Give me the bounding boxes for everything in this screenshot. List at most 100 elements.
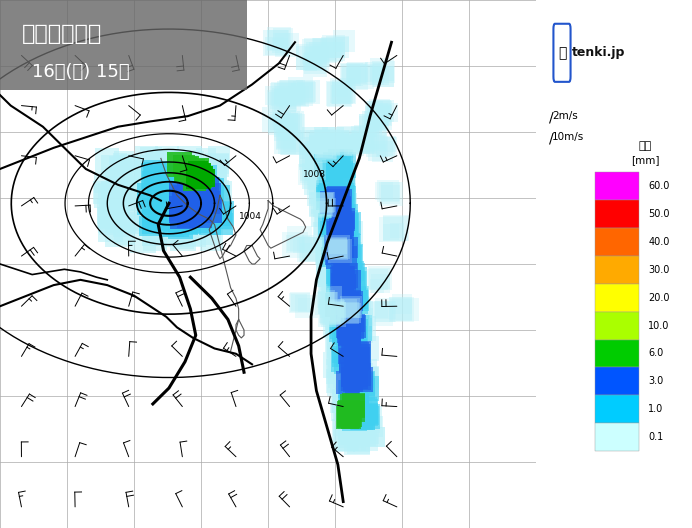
Point (287, 88, 298, 97)
Point (271, 120, 282, 128)
Point (280, 138, 291, 147)
Point (330, 191, 341, 200)
Point (126, 204, 137, 213)
Point (354, 139, 365, 147)
Point (320, 295, 331, 303)
Point (357, 399, 368, 407)
Point (345, 301, 356, 310)
Point (185, 209, 197, 218)
Point (338, 361, 349, 369)
Point (163, 179, 174, 187)
Point (333, 157, 344, 166)
Point (322, 143, 333, 151)
Text: 6.0: 6.0 (648, 348, 664, 359)
Point (194, 215, 205, 223)
Point (188, 209, 199, 217)
Point (293, 298, 304, 307)
Point (356, 439, 367, 447)
Point (352, 427, 363, 436)
Point (351, 353, 362, 361)
Point (349, 357, 361, 366)
Point (370, 119, 381, 127)
Point (375, 279, 386, 287)
Point (312, 191, 323, 199)
Point (113, 201, 125, 210)
Point (190, 199, 201, 207)
Point (197, 190, 208, 199)
Point (284, 138, 295, 147)
Point (321, 188, 332, 196)
Point (283, 118, 294, 127)
Point (352, 74, 363, 83)
Point (144, 191, 155, 200)
Point (185, 216, 196, 225)
Point (342, 241, 353, 250)
Point (202, 185, 213, 194)
Point (325, 161, 336, 169)
Point (345, 415, 356, 423)
Point (328, 224, 339, 232)
Point (331, 274, 342, 282)
Point (311, 149, 322, 157)
Point (334, 222, 345, 230)
Point (301, 88, 312, 96)
Point (361, 403, 372, 412)
Point (350, 385, 361, 394)
Point (311, 142, 322, 150)
Point (181, 204, 192, 213)
Point (347, 295, 358, 304)
Point (337, 220, 348, 228)
Point (357, 343, 368, 351)
Point (356, 73, 367, 81)
Point (192, 172, 203, 181)
Point (177, 208, 188, 216)
Point (355, 360, 366, 369)
Point (351, 342, 362, 350)
Point (344, 322, 355, 330)
Point (343, 436, 354, 445)
Point (335, 324, 346, 332)
Point (338, 298, 349, 307)
Point (204, 220, 215, 228)
Point (343, 382, 354, 390)
Point (179, 162, 190, 170)
Point (307, 246, 318, 254)
Point (334, 214, 345, 223)
Point (334, 224, 345, 232)
Point (158, 188, 170, 197)
Point (329, 223, 340, 231)
Point (363, 429, 374, 438)
Point (345, 266, 356, 275)
Point (327, 214, 338, 222)
Point (119, 230, 130, 239)
Point (343, 324, 354, 332)
Point (341, 229, 352, 237)
Point (352, 295, 363, 303)
Point (345, 353, 356, 361)
Point (201, 154, 212, 162)
Point (124, 159, 135, 167)
Point (172, 166, 183, 174)
Point (325, 299, 336, 307)
Point (204, 206, 215, 215)
Point (197, 167, 208, 176)
Point (279, 91, 290, 99)
Point (361, 134, 372, 142)
Point (342, 251, 353, 259)
Point (329, 193, 340, 202)
Point (338, 225, 349, 233)
Point (345, 70, 356, 78)
Point (309, 172, 320, 180)
Point (345, 383, 356, 392)
Point (192, 171, 203, 179)
Point (345, 386, 356, 395)
Point (172, 158, 183, 167)
Point (351, 359, 362, 367)
Point (322, 168, 333, 177)
Point (206, 235, 217, 243)
Point (322, 138, 333, 146)
Point (189, 175, 200, 184)
Point (338, 278, 349, 286)
Point (327, 229, 338, 237)
Point (164, 219, 175, 228)
